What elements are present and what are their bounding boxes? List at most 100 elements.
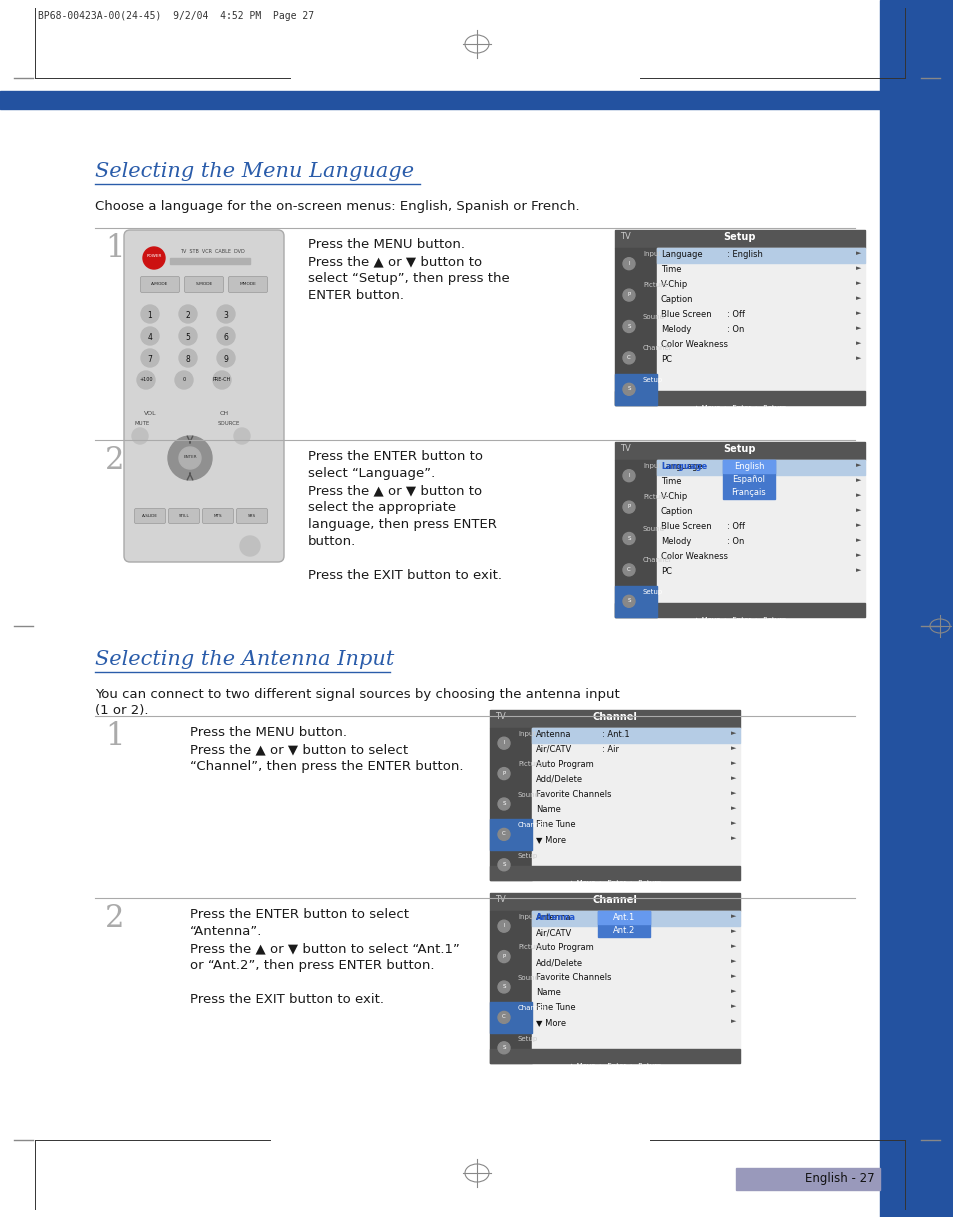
Text: Sound: Sound	[642, 314, 664, 320]
Circle shape	[497, 950, 510, 963]
Text: I: I	[627, 472, 629, 478]
Circle shape	[622, 290, 635, 301]
Text: 1: 1	[148, 312, 152, 320]
FancyBboxPatch shape	[236, 509, 267, 523]
Text: ENTER: ENTER	[183, 455, 196, 459]
Circle shape	[622, 258, 635, 270]
Text: Language: Language	[660, 462, 706, 471]
Bar	[490, 893, 740, 1062]
FancyBboxPatch shape	[229, 276, 267, 292]
Text: P: P	[502, 954, 505, 959]
Text: Color Weakness: Color Weakness	[660, 340, 727, 349]
Bar	[532, 728, 740, 744]
Text: V-Chip: V-Chip	[660, 492, 687, 501]
Circle shape	[141, 327, 159, 344]
Text: POWER: POWER	[146, 254, 161, 258]
Text: BP68-00423A-00(24-45)  9/2/04  4:52 PM  Page 27: BP68-00423A-00(24-45) 9/2/04 4:52 PM Pag…	[38, 11, 314, 21]
Text: PC: PC	[660, 355, 671, 364]
Bar	[532, 728, 740, 880]
Text: ►: ►	[731, 759, 736, 765]
Text: select “Setup”, then press the: select “Setup”, then press the	[308, 273, 509, 285]
Text: TV: TV	[495, 894, 505, 904]
Text: 2: 2	[105, 903, 125, 933]
Text: ►: ►	[856, 567, 861, 573]
Text: Time: Time	[660, 265, 680, 274]
Text: Color Weakness: Color Weakness	[660, 553, 727, 561]
Bar	[490, 710, 740, 880]
FancyBboxPatch shape	[124, 230, 284, 562]
Text: Input: Input	[517, 914, 536, 920]
Text: Melody: Melody	[660, 537, 691, 546]
Text: select the appropriate: select the appropriate	[308, 501, 456, 514]
Text: “Channel”, then press the ENTER button.: “Channel”, then press the ENTER button.	[190, 759, 463, 773]
Text: ►: ►	[731, 943, 736, 949]
Text: STILL: STILL	[178, 514, 190, 518]
Text: Press the ▲ or ▼ button to: Press the ▲ or ▼ button to	[308, 484, 481, 497]
Text: Press the MENU button.: Press the MENU button.	[190, 727, 347, 739]
Text: Antenna: Antenna	[536, 913, 576, 922]
Bar	[490, 819, 532, 849]
Text: 2: 2	[186, 312, 191, 320]
Text: or “Ant.2”, then press ENTER button.: or “Ant.2”, then press ENTER button.	[190, 959, 434, 972]
Text: C: C	[501, 1015, 505, 1020]
Text: 7: 7	[148, 355, 152, 364]
Text: ►: ►	[731, 958, 736, 964]
Text: Setup: Setup	[517, 1036, 537, 1042]
Text: Auto Program: Auto Program	[536, 943, 593, 952]
Bar	[615, 230, 864, 248]
Text: P: P	[627, 292, 630, 297]
Text: Name: Name	[536, 988, 560, 997]
Circle shape	[143, 247, 165, 269]
Text: Setup: Setup	[642, 589, 662, 595]
Text: ►: ►	[856, 462, 861, 469]
Text: Selecting the Menu Language: Selecting the Menu Language	[95, 162, 414, 181]
Text: ►: ►	[856, 553, 861, 559]
Text: Press the MENU button.: Press the MENU button.	[308, 239, 464, 251]
Circle shape	[622, 320, 635, 332]
Text: Antenna: Antenna	[536, 730, 571, 739]
Circle shape	[622, 501, 635, 514]
Bar	[657, 460, 864, 617]
Bar	[615, 460, 657, 617]
Text: ►: ►	[856, 295, 861, 301]
Bar	[615, 374, 657, 405]
Text: Favorite Channels: Favorite Channels	[536, 790, 611, 800]
Text: : English: : English	[726, 249, 762, 259]
Circle shape	[497, 859, 510, 871]
Text: TV: TV	[619, 232, 630, 241]
Text: ▼ More: ▼ More	[536, 1017, 565, 1027]
Bar	[490, 710, 740, 728]
Text: 1: 1	[105, 720, 125, 752]
Text: +100: +100	[139, 377, 152, 382]
Text: MTS: MTS	[213, 514, 222, 518]
FancyBboxPatch shape	[169, 509, 199, 523]
Text: 0: 0	[182, 377, 186, 382]
Circle shape	[216, 305, 234, 323]
Text: Press the ▲ or ▼ button to: Press the ▲ or ▼ button to	[308, 256, 481, 268]
Circle shape	[497, 798, 510, 811]
Circle shape	[179, 305, 196, 323]
Text: Sound: Sound	[517, 975, 539, 981]
Circle shape	[497, 829, 510, 841]
Text: Input: Input	[517, 731, 536, 738]
Bar	[170, 258, 250, 264]
Text: Press the ENTER button to: Press the ENTER button to	[308, 450, 482, 462]
Text: ►: ►	[731, 730, 736, 736]
Text: ►: ►	[731, 913, 736, 919]
Circle shape	[233, 428, 250, 444]
Text: Setup: Setup	[723, 232, 756, 242]
Text: : Ant.1: : Ant.1	[601, 730, 629, 739]
Text: ►: ►	[731, 775, 736, 781]
Bar	[615, 391, 864, 405]
Text: Add/Delete: Add/Delete	[536, 775, 582, 784]
Bar	[657, 460, 864, 475]
Bar	[532, 912, 740, 1062]
Bar	[598, 912, 649, 924]
Text: English: English	[733, 462, 763, 471]
Circle shape	[622, 352, 635, 364]
Text: : Air: : Air	[601, 745, 618, 755]
Text: Add/Delete: Add/Delete	[536, 958, 582, 968]
Text: Input: Input	[642, 251, 660, 257]
Bar	[615, 442, 864, 617]
Circle shape	[497, 768, 510, 780]
